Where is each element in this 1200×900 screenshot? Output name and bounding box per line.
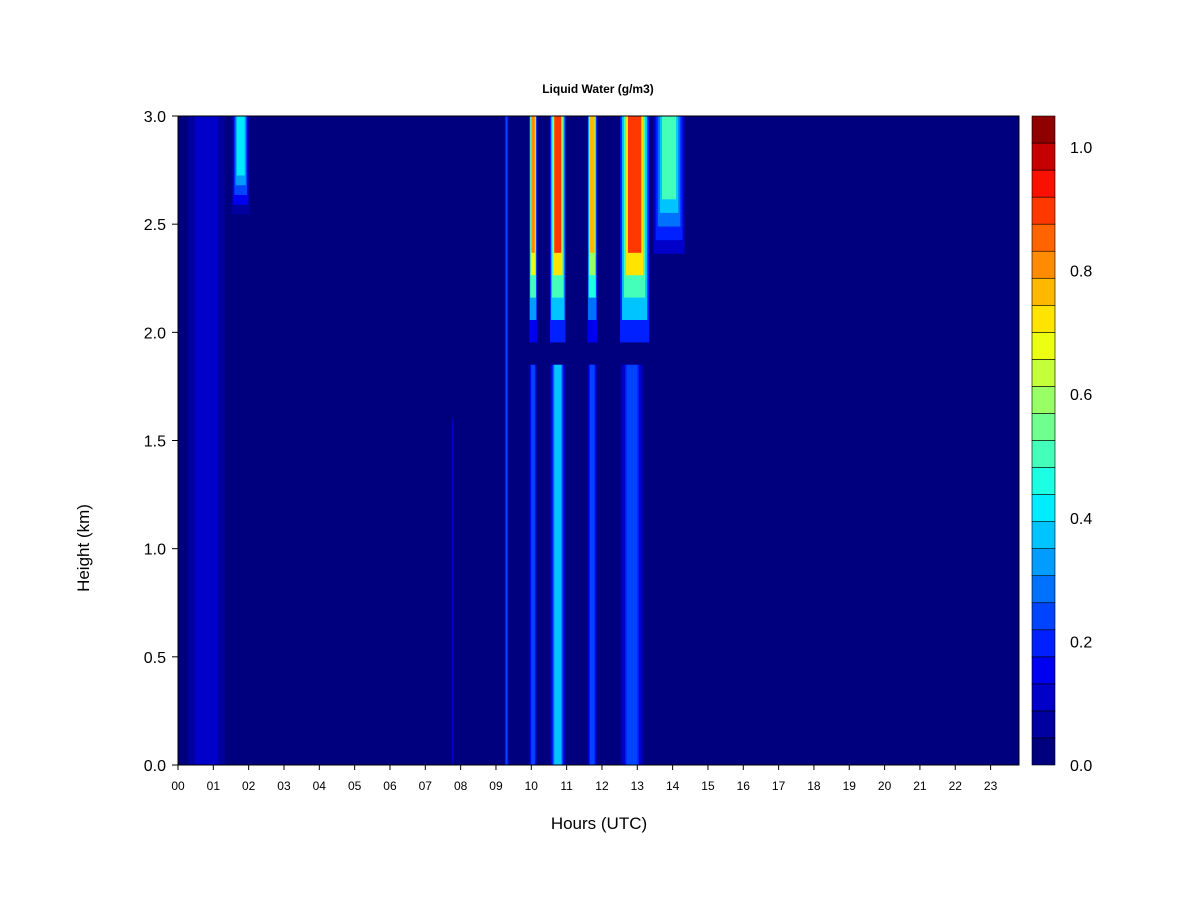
colorbar-segment (1031, 521, 1056, 549)
x-tick-label: 12 (595, 779, 609, 793)
heatmap-cell (505, 116, 508, 765)
liquid-water-feature (504, 116, 509, 765)
colorbar-segment (1031, 710, 1056, 739)
x-tick-label: 07 (419, 779, 433, 793)
liquid-water-feature (451, 418, 454, 765)
liquid-water-feature (550, 364, 566, 765)
colorbar-segment (1031, 737, 1056, 766)
x-tick-label: 13 (631, 779, 645, 793)
x-tick-label: 09 (489, 779, 503, 793)
liquid-water-feature (587, 364, 598, 765)
colorbar-segment (1031, 304, 1056, 333)
liquid-water-feature (187, 116, 225, 765)
x-tick-label: 02 (242, 779, 256, 793)
colorbar-segment (1031, 386, 1056, 414)
x-tick-label: 18 (807, 779, 821, 793)
colorbar-segment (1031, 359, 1056, 387)
x-tick-label: 14 (666, 779, 680, 793)
colorbar-segment (1031, 277, 1056, 306)
colorbar-segment (1031, 332, 1056, 360)
heatmap-cell (554, 364, 562, 765)
colorbar-tick-label: 0.0 (1070, 758, 1092, 775)
x-tick-label: 19 (843, 779, 857, 793)
y-tick-label: 2.0 (144, 325, 166, 342)
liquid-water-feature (529, 116, 537, 343)
colorbar-segment (1031, 223, 1056, 252)
x-tick-label: 23 (984, 779, 998, 793)
colorbar-segment (1031, 683, 1056, 712)
axes: 0.0 0.5 1.0 1.5 2.0 2.5 3.0 00 01 02 03 04 05 06 07 08 0… (144, 109, 1020, 793)
chart-title: Liquid Water (g/m3) (542, 82, 654, 96)
colorbar-segment (1031, 413, 1056, 441)
colorbar-tick-label: 0.2 (1070, 634, 1092, 651)
colorbar-segment (1031, 196, 1056, 225)
x-tick-label: 00 (171, 779, 185, 793)
colorbar-segment (1031, 494, 1056, 522)
x-tick-label: 17 (772, 779, 786, 793)
colorbar-segment (1031, 656, 1056, 685)
y-tick-label: 0.0 (144, 758, 166, 775)
x-tick-label: 16 (737, 779, 751, 793)
colorbar-segment (1031, 142, 1056, 171)
heatmap-cell (531, 364, 535, 765)
colorbar-segment (1031, 169, 1056, 198)
colorbar-segment (1031, 602, 1056, 631)
liquid-water-feature (529, 364, 537, 765)
liquid-water-feature (620, 364, 644, 765)
heatmap-cell (590, 116, 595, 253)
x-tick-label: 22 (949, 779, 963, 793)
heatmap-cell (628, 116, 642, 253)
liquid-water-feature (620, 116, 650, 343)
colorbar-tick-label: 1.0 (1070, 140, 1092, 157)
colorbar-segment (1031, 250, 1056, 279)
heatmap-cell (531, 116, 535, 253)
colorbar-segment (1031, 548, 1056, 577)
heatmap-background (178, 116, 1019, 765)
y-tick-label: 2.5 (144, 217, 166, 234)
x-axis-label: Hours (UTC) (551, 814, 647, 833)
colorbar-segment (1031, 467, 1056, 495)
x-tick-label: 10 (525, 779, 539, 793)
liquid-water-feature (587, 116, 598, 343)
y-axis-label: Height (km) (74, 504, 93, 592)
heatmap-cell (554, 116, 562, 253)
x-tick-label: 01 (207, 779, 221, 793)
liquid-water-feature (231, 116, 250, 215)
heatmap-cell (626, 364, 638, 765)
heatmap-cell (590, 364, 595, 765)
colorbar-segment (1031, 115, 1056, 144)
liquid-water-feature (550, 116, 566, 343)
colorbar-tick-label: 0.6 (1070, 387, 1092, 404)
heatmap-plot-area (178, 116, 1019, 765)
heatmap-cell (236, 116, 245, 176)
colorbar-segment (1031, 440, 1056, 468)
x-tick-label: 05 (348, 779, 362, 793)
colorbar-segment (1031, 629, 1056, 658)
liquid-water-feature (653, 116, 685, 254)
y-tick-label: 3.0 (144, 109, 166, 126)
heatmap-cell (662, 116, 677, 200)
colorbar-tick-label: 0.8 (1070, 264, 1092, 281)
x-tick-label: 03 (277, 779, 291, 793)
x-tick-label: 06 (383, 779, 397, 793)
y-tick-label: 1.5 (144, 434, 166, 451)
y-tick-label: 1.0 (144, 542, 166, 559)
x-tick-label: 20 (878, 779, 892, 793)
x-tick-label: 11 (560, 779, 573, 793)
x-tick-label: 08 (454, 779, 468, 793)
heatmap-cell (194, 116, 218, 765)
x-tick-label: 15 (701, 779, 715, 793)
x-tick-label: 04 (313, 779, 327, 793)
x-tick-label: 21 (913, 779, 927, 793)
colorbar-tick-label: 0.4 (1070, 511, 1092, 528)
y-tick-label: 0.5 (144, 650, 166, 667)
heatmap-cell (452, 418, 454, 765)
colorbar: 0.0 0.2 0.4 0.6 0.8 1.0 (1031, 115, 1092, 775)
colorbar-segment (1031, 575, 1056, 604)
